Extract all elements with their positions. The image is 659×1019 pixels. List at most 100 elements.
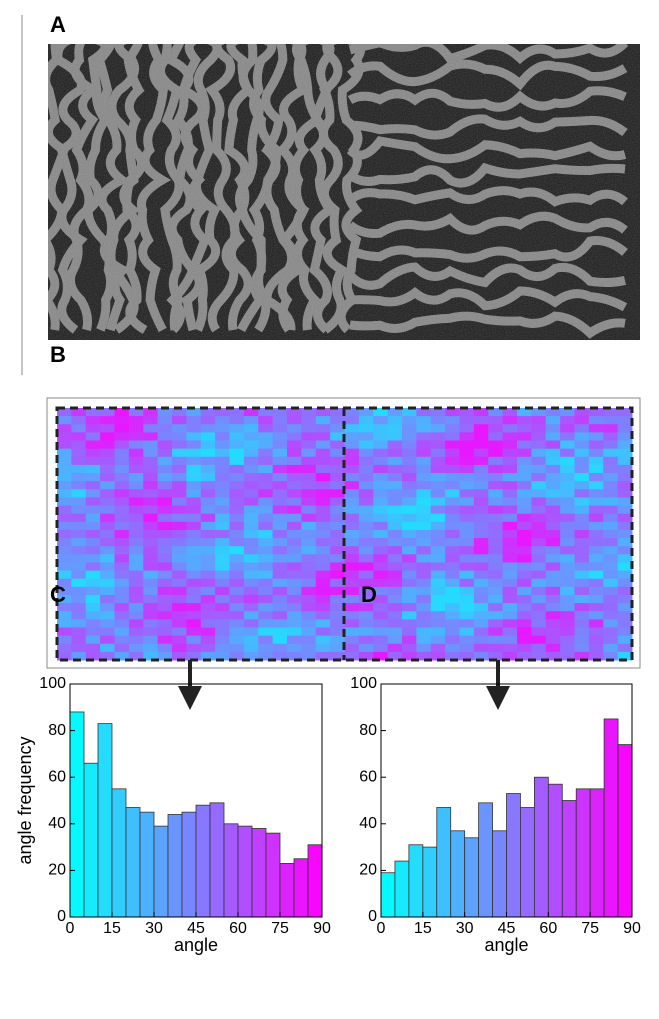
map-cell	[373, 603, 389, 612]
map-cell	[157, 440, 173, 450]
map-cell	[157, 505, 173, 515]
map-cell	[358, 521, 374, 531]
map-cell	[603, 408, 619, 417]
map-cell	[531, 570, 547, 580]
map-cell	[358, 538, 374, 547]
map-cell	[143, 586, 159, 596]
map-cell	[387, 643, 403, 653]
map-cell	[545, 497, 561, 507]
map-cell	[531, 554, 547, 563]
map-cell	[100, 627, 115, 637]
map-cell	[617, 505, 633, 515]
map-cell	[301, 424, 317, 433]
map-cell	[402, 603, 417, 612]
map-cell	[200, 529, 216, 539]
map-cell	[617, 578, 633, 588]
map-cell	[200, 473, 216, 482]
map-cell	[560, 448, 575, 458]
map-cell	[128, 497, 144, 507]
map-cell	[445, 562, 460, 572]
map-cell	[287, 546, 302, 555]
x-tick-label: 30	[456, 920, 474, 937]
map-cell	[358, 456, 374, 466]
map-cell	[330, 513, 345, 523]
map-cell	[531, 651, 547, 661]
map-cell	[330, 529, 345, 539]
map-cell	[287, 570, 302, 580]
map-cell	[186, 432, 202, 442]
map-cell	[545, 627, 561, 637]
map-cell	[416, 505, 432, 515]
map-cell	[71, 603, 87, 612]
map-cell	[157, 473, 173, 482]
map-cell	[229, 594, 245, 604]
map-cell	[531, 489, 547, 498]
map-cell	[588, 586, 604, 596]
map-cell	[545, 424, 561, 433]
map-cell	[272, 521, 288, 531]
map-cell	[617, 521, 633, 531]
map-cell	[114, 643, 130, 653]
map-cell	[229, 546, 245, 555]
map-cell	[85, 554, 101, 563]
map-cell	[301, 505, 317, 515]
x-tick-label: 15	[103, 920, 121, 937]
map-cell	[315, 513, 331, 523]
map-cell	[473, 627, 489, 637]
map-cell	[114, 489, 130, 498]
map-cell	[71, 586, 87, 596]
map-cell	[186, 497, 202, 507]
map-cell	[344, 456, 360, 466]
map-cell	[473, 432, 489, 442]
map-cell	[315, 643, 331, 653]
map-cell	[502, 489, 518, 498]
orientation-map	[57, 408, 633, 661]
map-cell	[315, 603, 331, 612]
map-cell	[430, 594, 446, 604]
map-cell	[301, 538, 317, 547]
map-cell	[172, 619, 187, 628]
map-cell	[560, 497, 575, 507]
map-cell	[545, 554, 561, 563]
map-cell	[143, 424, 159, 433]
map-cell	[57, 505, 72, 515]
map-cell	[172, 424, 187, 433]
map-cell	[229, 651, 245, 661]
map-cell	[402, 570, 417, 580]
map-cell	[330, 408, 345, 417]
map-cell	[402, 489, 417, 498]
panel-label: C	[50, 582, 66, 607]
map-cell	[588, 570, 604, 580]
map-cell	[358, 554, 374, 563]
map-cell	[200, 440, 216, 450]
arrow	[178, 660, 202, 710]
map-cell	[143, 473, 159, 482]
map-cell	[200, 432, 216, 442]
map-cell	[330, 594, 345, 604]
map-cell	[445, 603, 460, 612]
map-cell	[301, 481, 317, 490]
map-cell	[488, 578, 504, 588]
map-cell	[229, 578, 245, 588]
map-cell	[243, 416, 259, 425]
map-cell	[71, 619, 87, 628]
map-cell	[229, 570, 245, 580]
map-cell	[387, 424, 403, 433]
map-cell	[57, 651, 72, 661]
map-cell	[272, 432, 288, 442]
map-cell	[531, 473, 547, 482]
map-cell	[473, 456, 489, 466]
map-cell	[186, 570, 202, 580]
map-cell	[430, 481, 446, 490]
map-cell	[574, 635, 590, 645]
map-cell	[114, 586, 130, 596]
x-tick-label: 60	[229, 920, 247, 937]
map-cell	[186, 464, 202, 474]
map-cell	[229, 611, 245, 620]
map-cell	[143, 456, 159, 466]
map-cell	[287, 651, 302, 661]
map-cell	[287, 416, 302, 425]
map-cell	[143, 643, 159, 653]
map-cell	[57, 619, 72, 628]
map-cell	[531, 619, 547, 628]
